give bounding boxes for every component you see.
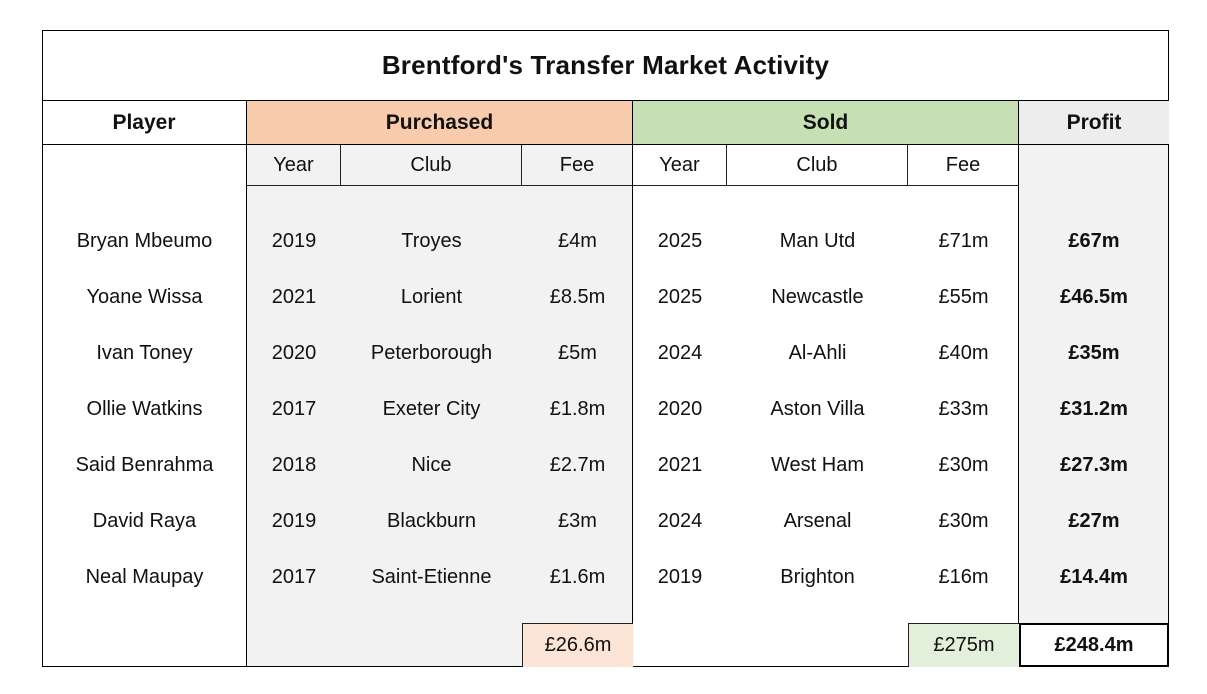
sold-year-cell: 2025 [657, 229, 703, 252]
player-cell: Ollie Watkins [86, 397, 203, 420]
profit-cell: £27.3m [1060, 453, 1128, 476]
sold-fee-cell: £55m [938, 285, 989, 308]
player-cell: Ivan Toney [96, 341, 193, 364]
sold-year-cell: 2024 [657, 341, 703, 364]
purchased-fee-cell: £8.5m [549, 285, 606, 308]
sold-club-cell: Aston Villa [770, 397, 865, 420]
purchased-fee-cell: £4m [558, 229, 597, 252]
purchased-club-cell: Troyes [401, 229, 462, 252]
sold-fee-cell: £30m [938, 509, 989, 532]
purchased-club-cell: Saint-Etienne [371, 565, 492, 588]
profit-cell: £14.4m [1060, 565, 1128, 588]
purchased-fee-cell: £5m [558, 341, 597, 364]
player-cell: Neal Maupay [85, 565, 204, 588]
purchased-year-cell: 2018 [271, 453, 317, 476]
sold-club-cell: Al-Ahli [788, 341, 847, 364]
purchased-year-cell: 2017 [271, 397, 317, 420]
header-profit: Profit [1019, 101, 1169, 145]
sold-year-cell: 2019 [657, 565, 703, 588]
sold-fee-cell: £33m [938, 397, 989, 420]
sold-club-cell: Man Utd [779, 229, 856, 252]
sold-club-cell: Newcastle [771, 285, 864, 308]
purchased-club-cell: Lorient [400, 285, 463, 308]
player-cell: Said Benrahma [75, 453, 214, 476]
purchased-club-cell: Exeter City [382, 397, 481, 420]
purchased-fee-cell: £1.8m [549, 397, 606, 420]
divider-purchased-sold [632, 101, 633, 667]
player-cell: David Raya [92, 509, 197, 532]
purchased-year-cell: 2020 [271, 341, 317, 364]
sold-year-cell: 2020 [657, 397, 703, 420]
purchased-club-cell: Nice [411, 453, 452, 476]
sold-fee-cell: £30m [938, 453, 989, 476]
sold-year-cell: 2024 [657, 509, 703, 532]
sold-club-cell: Brighton [780, 565, 855, 588]
profit-cell: £27m [1068, 509, 1120, 532]
sold-total-cell: £275m [908, 623, 1019, 667]
profit-cell: £35m [1068, 341, 1120, 364]
sold-year-cell: 2025 [657, 285, 703, 308]
profit-cell: £31.2m [1060, 397, 1128, 420]
subheader-purchased-club: Club [341, 145, 522, 186]
purchased-total-cell: £26.6m [522, 623, 633, 667]
sold-year-cell: 2021 [657, 453, 703, 476]
table-title: Brentford's Transfer Market Activity [42, 30, 1169, 101]
subheader-sold-year: Year [633, 145, 727, 186]
purchased-fee-cell: £1.6m [549, 565, 606, 588]
profit-total-cell: £248.4m [1019, 623, 1169, 667]
sold-club-cell: Arsenal [783, 509, 852, 532]
purchased-year-cell: 2019 [271, 229, 317, 252]
subheader-sold-club: Club [727, 145, 908, 186]
purchased-year-cell: 2017 [271, 565, 317, 588]
sold-fee-cell: £40m [938, 341, 989, 364]
sold-fee-cell: £71m [938, 229, 989, 252]
subheader-purchased-year: Year [247, 145, 341, 186]
purchased-fee-cell: £2.7m [549, 453, 606, 476]
header-sold: Sold [633, 101, 1019, 145]
sold-club-cell: West Ham [771, 453, 864, 476]
subheader-purchased-fee: Fee [522, 145, 633, 186]
player-cell: Bryan Mbeumo [76, 229, 213, 252]
purchased-club-cell: Peterborough [370, 341, 493, 364]
purchased-club-cell: Blackburn [387, 509, 476, 532]
profit-cell: £67m [1068, 229, 1120, 252]
purchased-year-cell: 2021 [271, 285, 317, 308]
header-player: Player [42, 101, 247, 145]
profit-cell: £46.5m [1060, 285, 1128, 308]
profit-column-background [1019, 145, 1169, 623]
purchased-column-background [247, 145, 633, 667]
divider-player [246, 101, 247, 667]
purchased-fee-cell: £3m [558, 509, 597, 532]
sold-fee-cell: £16m [938, 565, 989, 588]
purchased-year-cell: 2019 [271, 509, 317, 532]
player-cell: Yoane Wissa [86, 285, 203, 308]
header-purchased: Purchased [247, 101, 633, 145]
subheader-sold-fee: Fee [908, 145, 1019, 186]
divider-sold-profit [1018, 101, 1019, 667]
